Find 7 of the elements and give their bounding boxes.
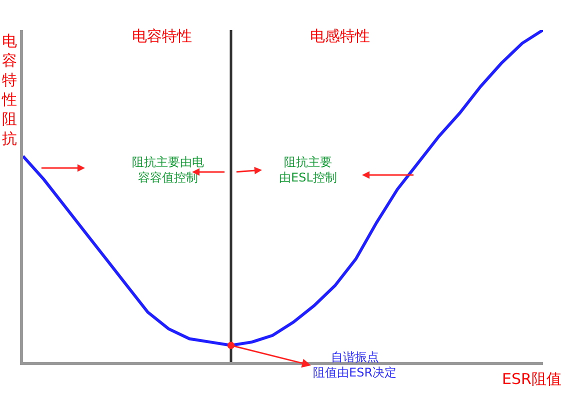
annotation: 阻抗主要由电容容值控制	[132, 155, 204, 185]
annotation: 自谐振点阻值由ESR决定	[313, 350, 397, 380]
annotation: 阻抗主要由ESL控制	[279, 155, 337, 185]
x-axis-title: ESR阻值	[502, 370, 562, 388]
annotation: 电容特性	[132, 27, 192, 45]
y-axis-title: 电容特性阻抗	[1, 32, 17, 148]
annotation: 电感特性	[310, 27, 370, 45]
